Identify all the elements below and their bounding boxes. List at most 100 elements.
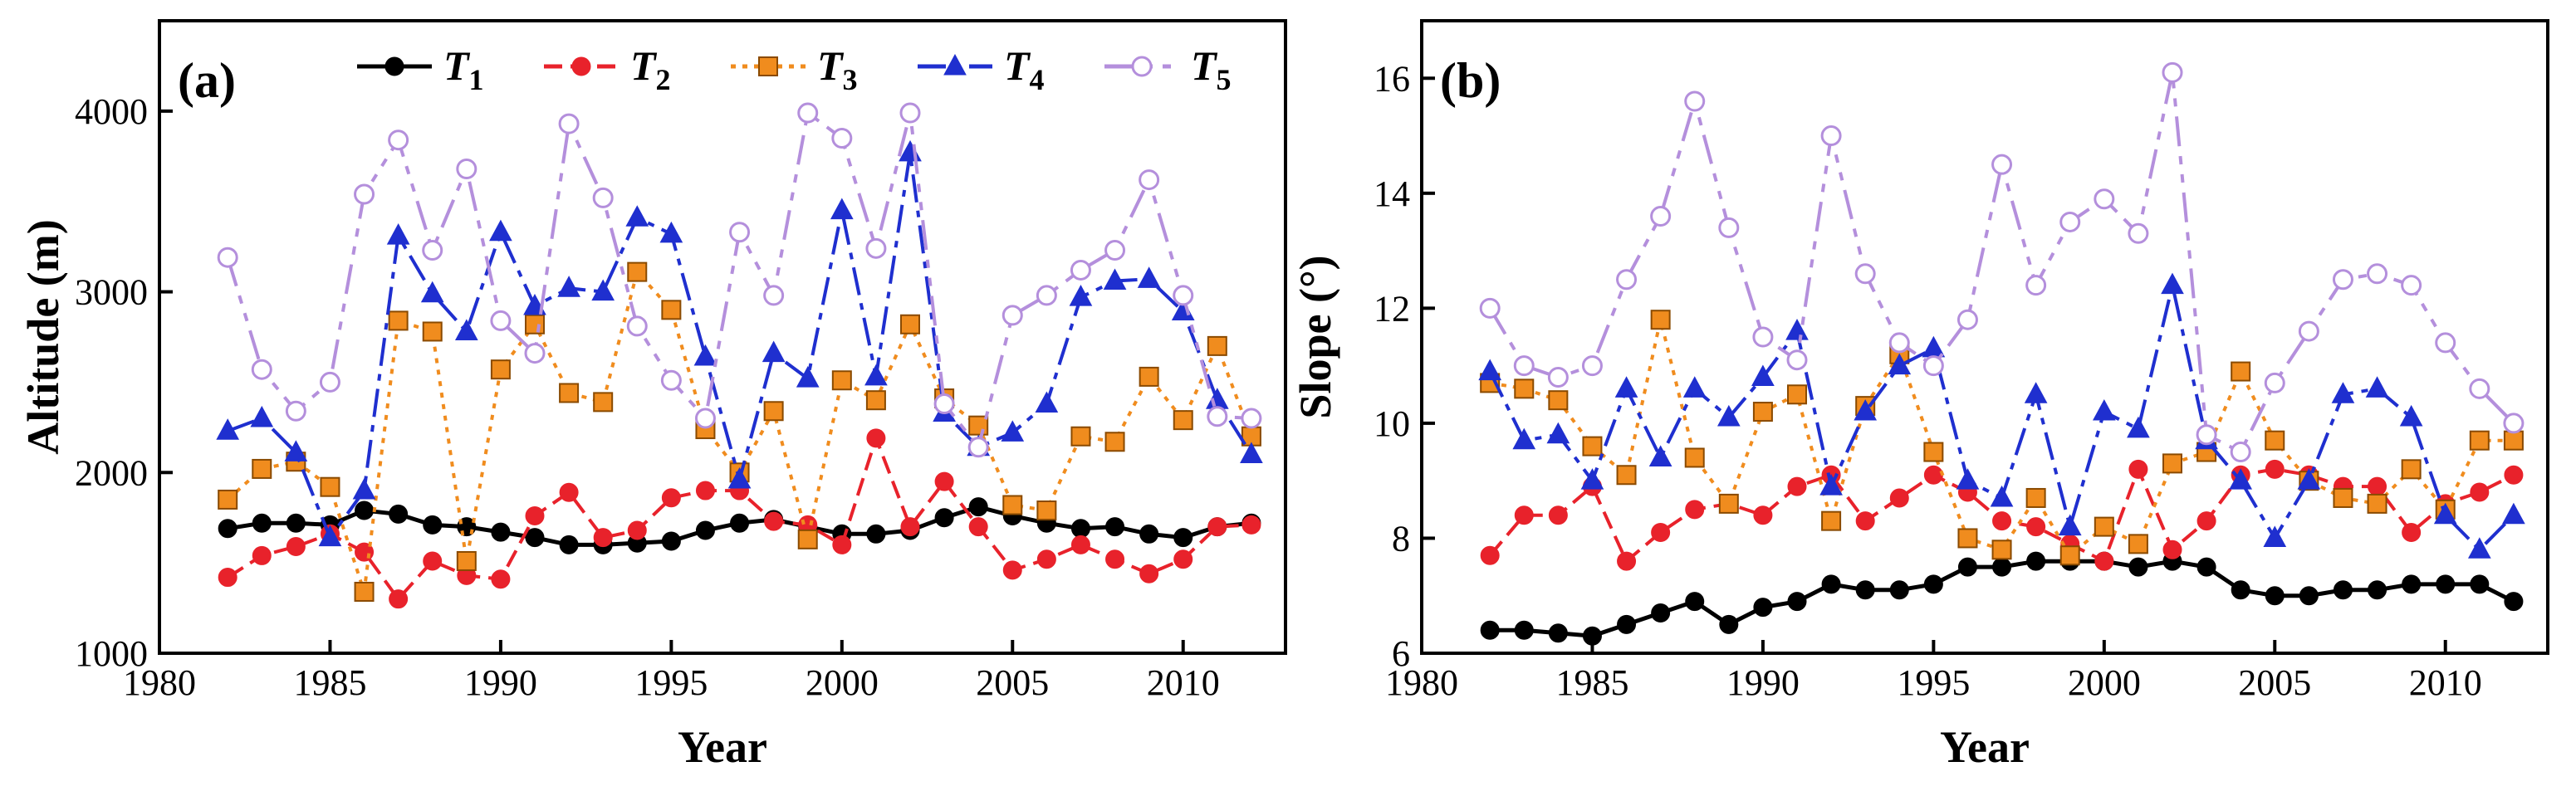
data-point-t4-2000: [2092, 399, 2116, 421]
data-point-t5-1994: [626, 315, 648, 337]
data-point-t3-2002: [900, 314, 920, 334]
series-markers-t2: [218, 428, 1261, 609]
data-point-t5-1988: [1684, 90, 1706, 112]
data-point-t3-1983: [1514, 378, 1535, 399]
data-point-t1-2011: [2470, 574, 2490, 594]
data-point-t5-2008: [1104, 239, 1126, 261]
data-point-t1-2008: [1105, 517, 1125, 537]
data-point-t2-2012: [2504, 465, 2524, 485]
data-point-t5-2002: [2162, 61, 2183, 83]
series-markers-t3: [1480, 310, 2524, 566]
data-point-t3-1985: [320, 476, 340, 497]
data-point-t3-1990: [490, 359, 511, 380]
data-point-t5-1986: [1616, 269, 1638, 291]
data-point-t4-1992: [557, 276, 580, 297]
legend-marker-t2: [571, 56, 591, 76]
plot-frame: [1420, 19, 2549, 655]
data-point-t3-2011: [1207, 335, 1227, 356]
data-point-t4-1992: [1819, 474, 1843, 496]
data-point-t4-1995: [659, 221, 683, 243]
data-point-t1-1986: [1617, 614, 1637, 634]
y-tick-label: 2000: [75, 452, 148, 493]
data-point-t5-2002: [899, 102, 921, 124]
data-point-t5-1993: [592, 187, 614, 208]
data-point-t4-1996: [693, 344, 717, 366]
data-point-t3-2005: [1002, 495, 1023, 515]
data-point-t5-1996: [1956, 309, 1978, 330]
data-point-t3-1988: [1684, 447, 1705, 468]
panel-a: 1980 1985 1990 1995 2000 2005 2010 1000 2000 3000…: [18, 19, 1287, 772]
data-point-t5-2011: [1207, 406, 1228, 427]
data-point-t3-2011: [2469, 430, 2490, 451]
data-point-t4-1993: [1854, 399, 1878, 421]
data-point-t2-1991: [1787, 476, 1807, 496]
data-point-t3-1999: [797, 529, 818, 549]
data-point-t5-1990: [490, 310, 512, 331]
series-markers-t4: [1478, 272, 2525, 559]
data-point-t2-2010: [1173, 549, 1193, 569]
data-point-t1-1993: [1855, 580, 1875, 600]
data-point-t1-2001: [866, 524, 886, 544]
data-point-t5-2008: [2367, 263, 2388, 285]
data-point-t4-1988: [1682, 376, 1707, 398]
data-point-t2-1998: [764, 511, 784, 531]
data-point-t2-1994: [627, 520, 647, 540]
data-point-t4-1983: [1512, 427, 1536, 450]
data-point-t4-2005: [2263, 525, 2287, 547]
data-point-t2-2008: [1105, 549, 1125, 569]
data-point-t3-1998: [763, 401, 784, 422]
legend-label-t4: T4: [1004, 42, 1045, 96]
data-point-t1-1984: [1548, 623, 1568, 643]
data-point-t5-2009: [2401, 275, 2422, 296]
data-point-t2-2001: [866, 428, 886, 448]
data-point-t5-1983: [251, 359, 272, 380]
data-point-t1-2003: [934, 508, 954, 528]
data-point-t5-1991: [1786, 349, 1808, 371]
data-point-t3-1996: [1957, 528, 1978, 549]
data-point-t2-1982: [1480, 545, 1500, 565]
data-point-t1-2004: [968, 497, 988, 517]
x-tick-label: 1995: [1897, 662, 1970, 703]
data-point-t4-2008: [1103, 268, 1127, 291]
x-tick-label: 1990: [464, 662, 537, 703]
data-point-t5-1987: [1650, 206, 1672, 227]
x-tick-label: 1995: [634, 662, 708, 703]
data-point-t4-2008: [2365, 376, 2389, 398]
series-markers-t5: [1479, 61, 2525, 463]
data-point-t4-1988: [420, 281, 444, 303]
data-point-t5-1999: [797, 102, 819, 124]
data-point-t3-2001: [865, 390, 886, 411]
data-point-t2-2011: [2470, 482, 2490, 502]
data-point-t1-2012: [2504, 592, 2524, 612]
data-point-t1-1988: [423, 515, 443, 535]
panel-label: (b): [1440, 53, 1501, 108]
data-point-t5-1992: [1820, 125, 1842, 147]
y-tick-label: 12: [1374, 288, 1410, 329]
data-point-t4-2002: [2161, 272, 2184, 295]
data-point-t3-2010: [1173, 410, 1193, 431]
data-point-t5-2007: [1070, 259, 1091, 281]
data-point-t3-2008: [2367, 493, 2387, 514]
data-point-t1-1996: [695, 520, 715, 540]
data-point-t5-2007: [2332, 269, 2353, 291]
data-point-t5-1987: [388, 129, 409, 151]
data-point-t2-1993: [593, 528, 613, 548]
data-point-t2-2004: [968, 517, 988, 537]
data-point-t1-2004: [2231, 580, 2250, 600]
plot-frame: [158, 19, 1287, 655]
data-point-t5-1995: [1922, 355, 1944, 377]
data-point-t4-1996: [1956, 468, 1980, 490]
data-point-t3-1991: [1787, 384, 1807, 405]
data-point-t4-2001: [2127, 416, 2150, 438]
data-point-t3-2006: [1036, 500, 1057, 521]
data-point-t2-2000: [832, 535, 852, 554]
data-point-t4-2011: [1205, 388, 1229, 409]
data-point-t1-1982: [1480, 620, 1500, 640]
legend-label-t1: T1: [443, 42, 484, 96]
data-point-t3-2004: [2231, 361, 2251, 382]
data-point-t5-1997: [729, 222, 751, 243]
data-point-t2-1992: [559, 482, 579, 502]
data-point-t3-1999: [2059, 545, 2080, 566]
data-point-t3-2005: [2265, 430, 2285, 451]
